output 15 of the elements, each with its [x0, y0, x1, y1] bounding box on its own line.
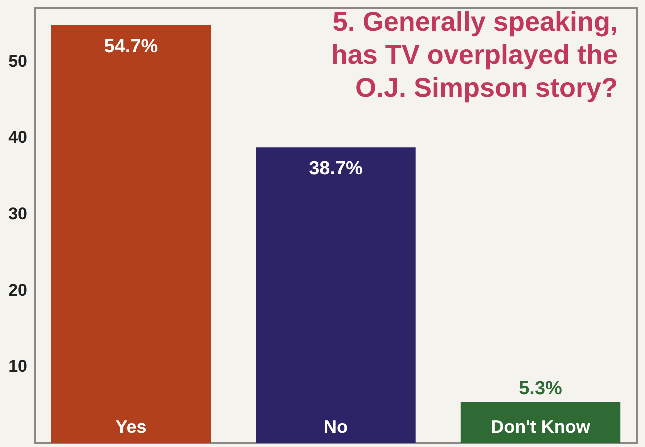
y-tick-label: 50 [8, 52, 28, 71]
data-label: 5.3% [519, 378, 563, 400]
bar [51, 26, 212, 443]
y-tick-label: 20 [8, 280, 28, 300]
x-tick-label: Yes [116, 417, 147, 437]
data-label: 38.7% [309, 158, 364, 180]
y-tick-label: 10 [8, 357, 28, 376]
y-tick-label: 30 [8, 204, 28, 224]
y-tick-label: 40 [8, 128, 28, 148]
bar [256, 148, 416, 443]
x-tick-label: No [324, 417, 348, 437]
data-label: 54.7% [104, 36, 158, 58]
text: 5. Generally speaking, has TV overplayed the O.J. Simpson story? [331, 7, 618, 103]
x-tick-label: Don't Know [491, 417, 592, 437]
bar [460, 402, 621, 443]
